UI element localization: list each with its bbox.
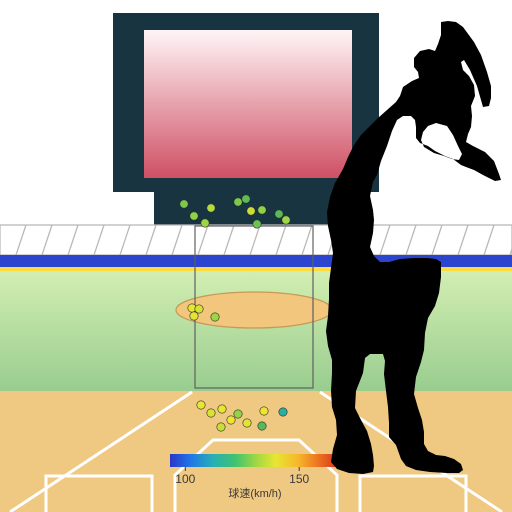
pitch-marker (217, 423, 225, 431)
colorbar (170, 454, 340, 467)
pitch-marker (180, 200, 188, 208)
scoreboard-screen (144, 30, 352, 178)
pitch-marker (211, 313, 219, 321)
pitch-marker (190, 312, 198, 320)
colorbar-label: 球速(km/h) (228, 486, 281, 500)
pitch-marker (243, 419, 251, 427)
pitch-location-chart: 100 150 球速(km/h) (0, 0, 512, 512)
pitch-marker (258, 206, 266, 214)
pitch-marker (190, 212, 198, 220)
pitch-marker (279, 408, 287, 416)
pitch-marker (207, 204, 215, 212)
pitch-marker (234, 198, 242, 206)
pitch-marker (242, 195, 250, 203)
pitch-marker (218, 405, 226, 413)
colorbar-tick-label: 100 (175, 472, 195, 486)
pitch-marker (227, 416, 235, 424)
pitch-marker (275, 210, 283, 218)
pitch-marker (253, 220, 261, 228)
pitch-marker (207, 409, 215, 417)
pitch-marker (247, 207, 255, 215)
pitch-marker (234, 410, 242, 418)
pitch-marker (282, 216, 290, 224)
pitch-marker (197, 401, 205, 409)
pitch-marker (260, 407, 268, 415)
pitch-marker (201, 219, 209, 227)
pitch-marker (195, 305, 203, 313)
colorbar-tick-label: 150 (289, 472, 309, 486)
pitch-marker (258, 422, 266, 430)
